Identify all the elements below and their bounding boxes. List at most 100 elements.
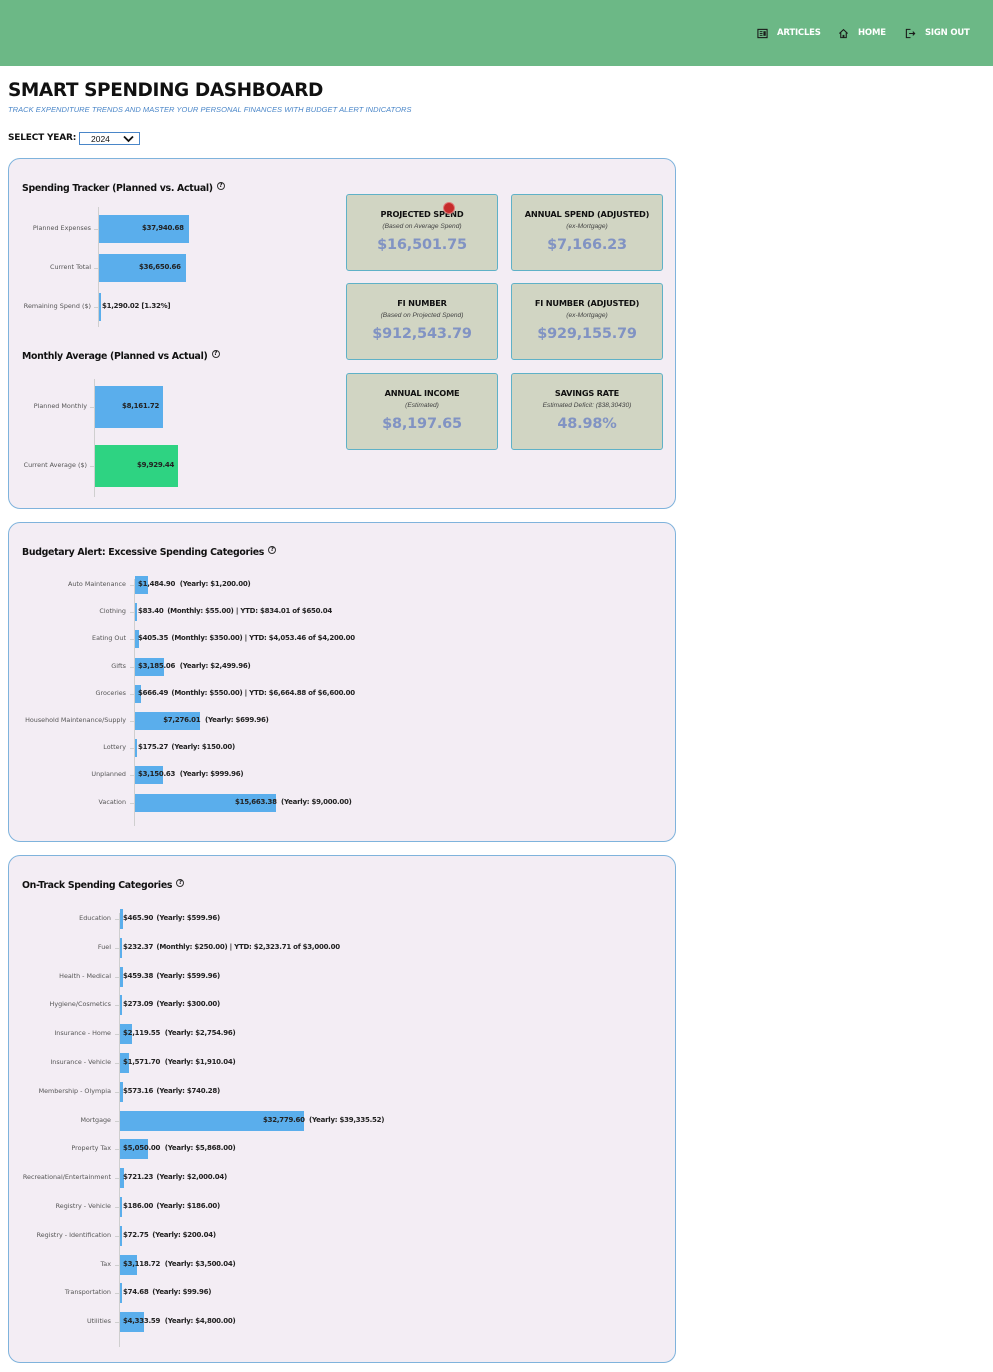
ontrack-bar-value: $273.09 bbox=[123, 1000, 154, 1009]
ontrack-row-label: Registry - Vehicle bbox=[55, 1202, 111, 1210]
ontrack-row-label: Utilities bbox=[86, 1317, 111, 1326]
alert-bar bbox=[135, 684, 141, 703]
kpi-card: FI NUMBER (Based on Projected Spend) $912,… bbox=[346, 283, 498, 360]
kpi-title: FI NUMBER (ADJUSTED) bbox=[534, 298, 640, 308]
summary-panel: Spending Tracker (Planned vs. Actual)? P… bbox=[8, 158, 676, 509]
alert-bar-note: (Monthly: $350.00) | YTD: $4,053.46 of $… bbox=[171, 634, 355, 643]
axis-tick bbox=[90, 407, 94, 408]
help-icon[interactable]: ? bbox=[211, 350, 220, 358]
axis-tick bbox=[115, 1063, 119, 1064]
alert-icon[interactable] bbox=[443, 202, 455, 214]
axis-tick bbox=[115, 1091, 119, 1093]
ontrack-row-label: Membership - Olympia bbox=[38, 1086, 111, 1095]
ontrack-bar bbox=[120, 1139, 148, 1160]
axis-tick bbox=[115, 1293, 119, 1295]
ontrack-bar-note: (Yearly: $2,754.96) bbox=[164, 1029, 236, 1038]
axis-tick bbox=[115, 1264, 119, 1266]
axis-tick bbox=[115, 1235, 119, 1237]
alert-row-label: Vacation bbox=[98, 797, 126, 806]
tracker-title: Spending Tracker (Planned vs. Actual)? bbox=[22, 182, 225, 194]
alert-panel-title-text: Budgetary Alert: Excessive Spending Cate… bbox=[22, 547, 265, 558]
alert-bar-note: (Monthly: $550.00) | YTD: $6,664.88 of $… bbox=[171, 688, 355, 697]
ontrack-row-label: Transportation bbox=[64, 1288, 111, 1297]
articles-icon bbox=[757, 28, 768, 38]
ontrack-bar bbox=[120, 1254, 137, 1275]
ontrack-bar-value: $72.75 bbox=[123, 1230, 149, 1239]
axis-tick bbox=[115, 976, 119, 978]
alert-bar-note: (Yearly: $1,200.00) bbox=[179, 580, 251, 588]
kpi-value: $16,501.75 bbox=[377, 237, 467, 253]
alert-row-label: Gifts bbox=[111, 661, 126, 670]
ontrack-bar bbox=[120, 909, 123, 929]
ontrack-bar-note: (Yearly: $599.96) bbox=[156, 914, 220, 922]
alert-bar-value: $1,484.90 bbox=[138, 580, 176, 588]
ontrack-row-label: Insurance - Home bbox=[54, 1029, 111, 1038]
tracker-bar bbox=[99, 293, 101, 321]
tracker-title-text: Spending Tracker (Planned vs. Actual) bbox=[22, 183, 213, 194]
ontrack-panel: On-Track Spending Categories? Education $… bbox=[8, 855, 676, 1363]
alert-bar bbox=[135, 630, 139, 649]
ontrack-row-label: Hygiene/Cosmetics bbox=[49, 1000, 111, 1009]
axis-tick bbox=[130, 693, 134, 695]
tracker-bar-value: $1,290.02 [1.32%] bbox=[102, 302, 171, 310]
axis-tick bbox=[115, 919, 119, 920]
nav-signout-link[interactable]: SIGN OUT bbox=[905, 26, 970, 40]
alert-bar-note: (Yearly: $699.96) bbox=[205, 716, 269, 724]
nav-home-link[interactable]: HOME bbox=[838, 26, 886, 40]
axis-tick bbox=[90, 466, 94, 467]
axis-tick bbox=[130, 748, 134, 750]
monthly-bar-value: $9,929.44 bbox=[137, 461, 175, 469]
monthly-axis bbox=[94, 379, 95, 497]
monthly-bar-value: $8,161.72 bbox=[122, 402, 160, 410]
ontrack-row-label: Property Tax bbox=[71, 1144, 111, 1153]
help-icon[interactable]: ? bbox=[216, 182, 225, 190]
ontrack-bar-note: (Yearly: $99.96) bbox=[152, 1288, 212, 1297]
year-select[interactable]: 2024 bbox=[79, 132, 140, 145]
alert-row-label: Household Maintenance/Supply bbox=[25, 716, 126, 724]
year-select-value: 2024 bbox=[91, 133, 110, 144]
axis-tick bbox=[115, 1207, 119, 1208]
ontrack-bar bbox=[120, 995, 122, 1016]
nav-articles-link[interactable]: ARTICLES bbox=[757, 26, 821, 40]
help-icon[interactable]: ? bbox=[268, 546, 277, 554]
help-icon[interactable]: ? bbox=[176, 879, 185, 887]
page-subtitle: TRACK EXPENDITURE TRENDS AND MASTER YOUR… bbox=[8, 105, 412, 114]
alert-row-label: Clothing bbox=[99, 607, 126, 616]
ontrack-bar bbox=[120, 1053, 129, 1073]
ontrack-bar-note: (Yearly: $1,910.04) bbox=[164, 1058, 236, 1066]
ontrack-bar-note: (Yearly: $300.00) bbox=[156, 1000, 220, 1009]
alert-bar-note: (Yearly: $9,000.00) bbox=[281, 797, 352, 806]
kpi-title: FI NUMBER bbox=[397, 298, 447, 308]
alert-bar bbox=[135, 712, 200, 730]
ontrack-bar-value: $5,050.00 bbox=[123, 1144, 161, 1153]
monthly-row-label: Current Average ($) bbox=[23, 461, 87, 469]
monthly-bar bbox=[95, 445, 178, 487]
tracker-row-label: Planned Expenses bbox=[32, 224, 91, 232]
kpi-card: ANNUAL INCOME (Estimated) $8,197.65 bbox=[346, 373, 498, 450]
nav-signout-label: SIGN OUT bbox=[925, 28, 970, 38]
alert-row-label: Auto Maintenance bbox=[67, 580, 126, 588]
kpi-subtitle: Estimated Deficit: ($38,30430) bbox=[542, 402, 632, 409]
tracker-bar-value: $37,940.68 bbox=[142, 224, 184, 232]
axis-tick bbox=[130, 612, 134, 614]
ontrack-bar-note: (Yearly: $740.28) bbox=[156, 1086, 220, 1095]
monthly-title: Monthly Average (Planned vs Actual)? bbox=[22, 350, 220, 362]
axis-tick bbox=[94, 268, 98, 269]
page-title: SMART SPENDING DASHBOARD bbox=[8, 80, 324, 101]
kpi-subtitle: (Estimated) bbox=[405, 402, 439, 409]
ontrack-bar-value: $573.16 bbox=[123, 1086, 154, 1095]
ontrack-bar-value: $459.38 bbox=[123, 971, 154, 980]
kpi-subtitle: (Based on Average Spend) bbox=[382, 223, 462, 230]
alert-panel-title: Budgetary Alert: Excessive Spending Cate… bbox=[22, 546, 277, 558]
ontrack-bar-note: (Yearly: $599.96) bbox=[156, 971, 220, 980]
alert-bar-value: $175.27 bbox=[138, 743, 169, 752]
ontrack-bar bbox=[120, 1081, 123, 1102]
alert-bar-value: $3,150.63 bbox=[138, 770, 176, 779]
ontrack-bar-note: (Yearly: $186.00) bbox=[156, 1202, 220, 1210]
axis-tick bbox=[115, 1178, 119, 1180]
kpi-subtitle: (Based on Projected Spend) bbox=[380, 312, 464, 319]
home-icon bbox=[838, 28, 849, 38]
ontrack-bar-value: $232.37 bbox=[123, 942, 154, 951]
kpi-title: ANNUAL SPEND (ADJUSTED) bbox=[524, 209, 650, 219]
alert-bar-note: (Monthly: $55.00) | YTD: $834.01 of $650… bbox=[167, 607, 332, 616]
